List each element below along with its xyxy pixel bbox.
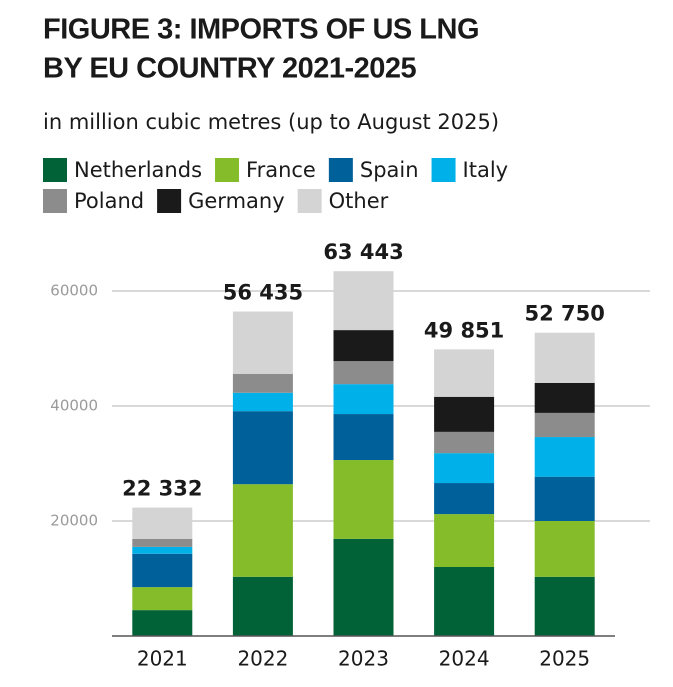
legend-label: Spain — [360, 158, 419, 182]
bar-segment — [434, 396, 495, 432]
total-label: 56 435 — [223, 280, 303, 304]
bar-segment — [534, 332, 595, 383]
legend-swatch — [431, 158, 456, 182]
x-tick-label: 2022 — [237, 647, 288, 671]
chart-subtitle: in million cubic metres (up to August 20… — [43, 110, 499, 134]
legend-swatch — [157, 189, 182, 213]
chart-title: BY EU COUNTRY 2021-2025 — [43, 53, 417, 85]
legend-label: Netherlands — [74, 158, 202, 182]
x-tick-label: 2025 — [539, 647, 590, 671]
bar-segment — [434, 453, 495, 484]
bar-segment — [534, 412, 595, 438]
bar-segment — [232, 484, 293, 577]
bar-segment — [132, 587, 193, 611]
chart-title: FIGURE 3: IMPORTS OF US LNG — [43, 14, 479, 46]
y-tick-label: 60000 — [50, 282, 98, 300]
bar-segment — [534, 576, 595, 636]
total-label: 49 851 — [424, 318, 504, 342]
x-tick-label: 2023 — [338, 647, 389, 671]
legend-label: Germany — [188, 189, 285, 213]
legend-swatch — [215, 158, 240, 182]
legend-label: Italy — [463, 158, 509, 182]
bar-segment — [232, 576, 293, 636]
bar-segment — [534, 521, 595, 577]
bar-segment — [132, 507, 193, 539]
bar-segment — [534, 383, 595, 413]
x-tick-label: 2024 — [439, 647, 490, 671]
legend-label: Poland — [74, 189, 144, 213]
bar-segment — [434, 514, 495, 567]
total-label: 63 443 — [323, 240, 403, 264]
bar-segment — [232, 392, 293, 412]
bar-segment — [132, 546, 193, 554]
bar-segment — [232, 311, 293, 374]
total-label: 52 750 — [525, 302, 605, 326]
legend-label: France — [246, 158, 316, 182]
legend-swatch — [297, 189, 322, 213]
legend-label: Other — [329, 189, 389, 213]
total-label: 22 332 — [122, 477, 202, 501]
bar-segment — [534, 437, 595, 477]
bar-segment — [333, 330, 394, 362]
legend-swatch — [328, 158, 353, 182]
bar-segment — [333, 538, 394, 636]
bar-segment — [434, 567, 495, 636]
bar-segment — [232, 373, 293, 393]
bar-segment — [333, 460, 394, 539]
bar-segment — [333, 361, 394, 385]
bar-segment — [232, 411, 293, 485]
bar-segment — [434, 431, 495, 454]
legend-swatch — [43, 158, 67, 182]
bar-segment — [434, 483, 495, 515]
bar-segment — [333, 271, 394, 331]
bar-segment — [132, 553, 193, 588]
bar-segment — [132, 610, 193, 636]
y-tick-label: 20000 — [50, 512, 98, 530]
y-tick-label: 40000 — [50, 397, 98, 415]
bar-segment — [534, 476, 595, 521]
bar-segment — [333, 414, 394, 461]
legend-swatch — [43, 189, 67, 213]
bar-segment — [132, 538, 193, 547]
bar-segment — [333, 384, 394, 415]
x-tick-label: 2021 — [137, 647, 188, 671]
bar-segment — [434, 349, 495, 397]
